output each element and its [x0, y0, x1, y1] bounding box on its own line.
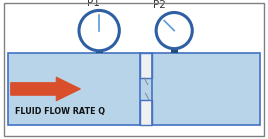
Bar: [171, 44, 177, 53]
Bar: [8, 53, 260, 125]
Bar: [140, 53, 152, 78]
Text: P2: P2: [153, 0, 166, 10]
Bar: [140, 100, 152, 125]
FancyArrow shape: [11, 77, 80, 101]
Text: FLUID FLOW RATE Q: FLUID FLOW RATE Q: [15, 107, 105, 116]
Text: P1: P1: [87, 0, 99, 8]
Circle shape: [156, 13, 192, 49]
Circle shape: [79, 10, 119, 51]
Bar: [96, 44, 102, 53]
